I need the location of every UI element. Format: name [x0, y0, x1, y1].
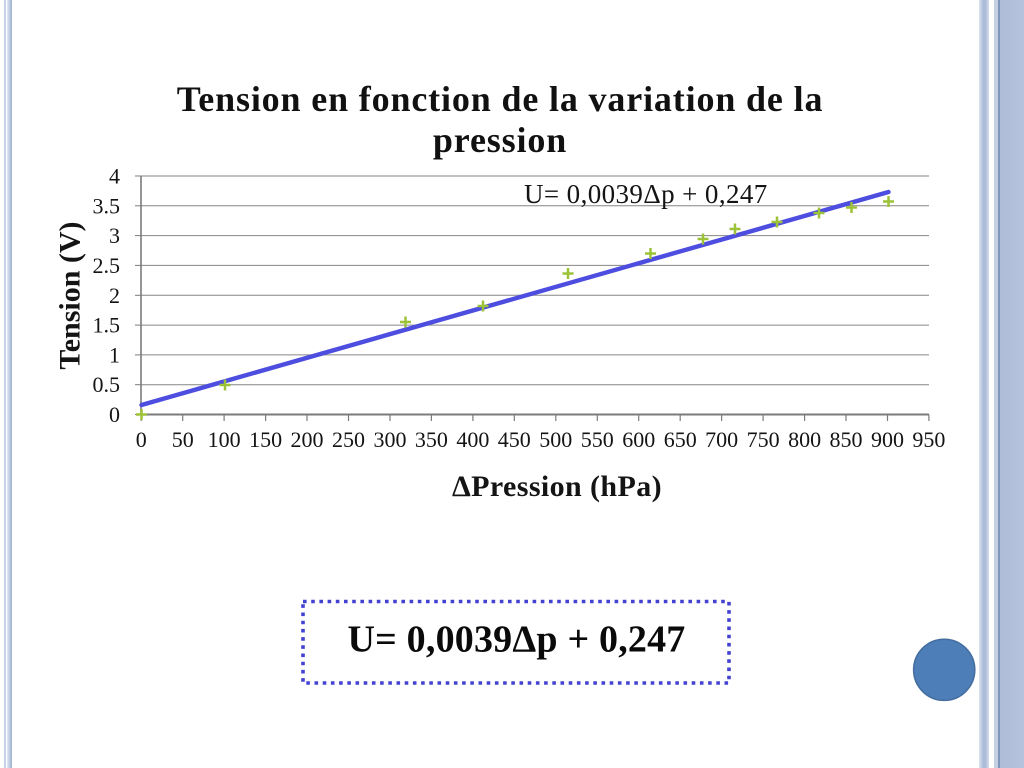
svg-text:Tension (V): Tension (V): [54, 221, 87, 369]
svg-text:550: 550: [581, 427, 614, 452]
svg-text:50: 50: [172, 427, 194, 452]
svg-text:0: 0: [109, 402, 120, 427]
svg-text:U= 0,0039Δp + 0,247: U= 0,0039Δp + 0,247: [524, 179, 768, 209]
svg-text:2: 2: [109, 283, 120, 308]
svg-text:1: 1: [109, 342, 120, 367]
svg-text:800: 800: [788, 427, 821, 452]
svg-text:1.5: 1.5: [93, 313, 121, 338]
svg-text:3.5: 3.5: [93, 193, 121, 218]
svg-text:900: 900: [871, 427, 904, 452]
svg-text:2.5: 2.5: [93, 253, 121, 278]
svg-text:3: 3: [109, 223, 120, 248]
svg-text:750: 750: [747, 427, 780, 452]
svg-text:600: 600: [622, 427, 655, 452]
svg-text:250: 250: [332, 427, 365, 452]
svg-text:500: 500: [539, 427, 572, 452]
svg-text:200: 200: [291, 427, 324, 452]
svg-text:400: 400: [456, 427, 489, 452]
svg-text:350: 350: [415, 427, 448, 452]
svg-text:450: 450: [498, 427, 531, 452]
svg-text:ΔPression (hPa): ΔPression (hPa): [452, 470, 662, 503]
svg-text:300: 300: [374, 427, 407, 452]
svg-text:700: 700: [705, 427, 738, 452]
svg-text:U= 0,0039Δp + 0,247: U= 0,0039Δp + 0,247: [347, 619, 685, 661]
svg-text:100: 100: [208, 427, 241, 452]
svg-text:650: 650: [664, 427, 697, 452]
svg-text:850: 850: [830, 427, 863, 452]
svg-text:150: 150: [249, 427, 282, 452]
svg-text:4: 4: [109, 164, 120, 189]
svg-text:0: 0: [136, 427, 147, 452]
svg-text:950: 950: [912, 427, 945, 452]
svg-text:0.5: 0.5: [93, 372, 121, 397]
